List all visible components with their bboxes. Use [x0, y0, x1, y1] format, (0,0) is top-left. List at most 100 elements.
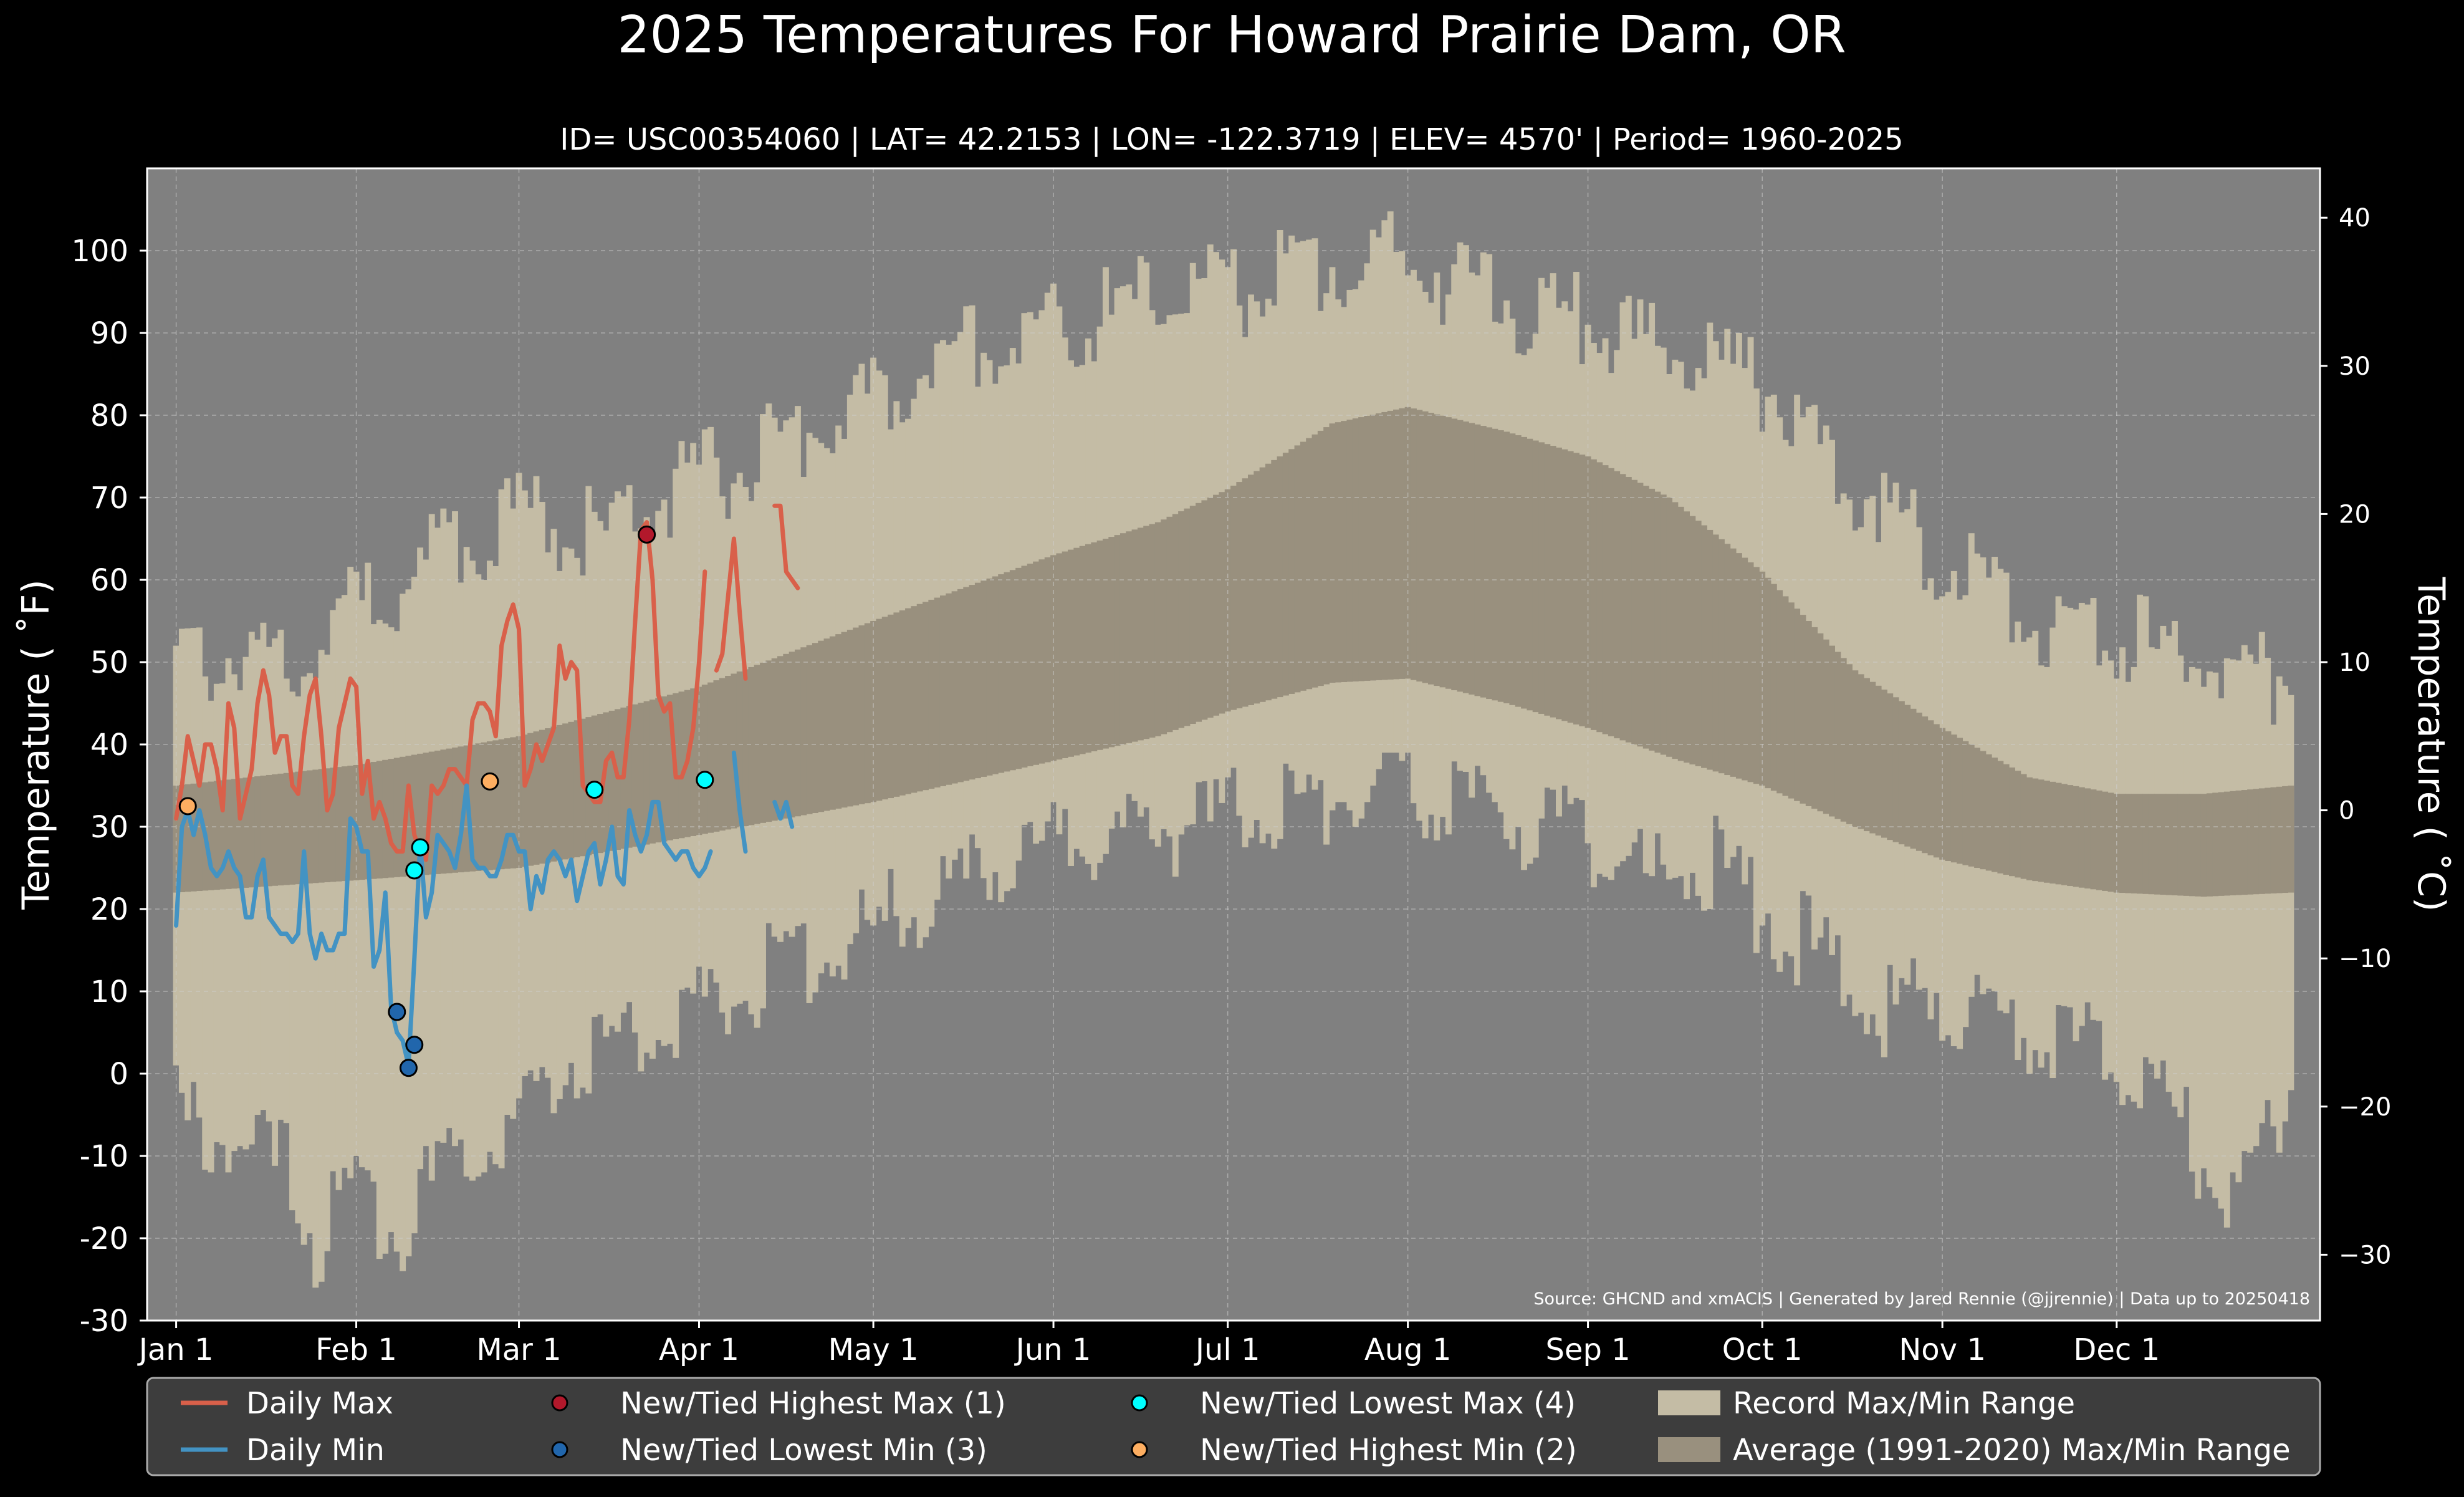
average-range-bar	[858, 625, 865, 804]
average-range-bar	[318, 769, 325, 883]
average-range-bar	[248, 777, 255, 888]
average-range-bar	[1410, 408, 1417, 680]
average-range-bar	[934, 597, 941, 787]
average-range-bar	[963, 587, 970, 781]
record-range-bar	[295, 696, 302, 1224]
average-range-bar	[2038, 779, 2045, 882]
average-range-bar	[626, 706, 633, 848]
average-range-bar	[1550, 446, 1556, 718]
average-range-bar	[1614, 471, 1621, 739]
record-range-bar	[2282, 685, 2289, 1122]
y-tick-label-right: 0	[2339, 797, 2354, 826]
average-range-bar	[1742, 557, 1748, 781]
average-range-bar	[1968, 744, 1975, 867]
record-range-bar	[411, 576, 418, 1234]
average-range-bar	[1085, 544, 1091, 753]
average-range-bar	[1044, 557, 1051, 763]
average-range-bar	[1213, 494, 1219, 716]
average-range-bar	[335, 767, 342, 882]
average-range-bar	[1800, 615, 1806, 804]
x-tick-label: May 1	[828, 1332, 919, 1367]
y-tick-label-right: 20	[2339, 500, 2371, 529]
y-tick-label-left: 10	[90, 975, 128, 1009]
legend-label: New/Tied Highest Min (2)	[1200, 1433, 1577, 1468]
average-range-bar	[1782, 596, 1789, 796]
average-range-bar	[783, 653, 790, 819]
average-range-bar	[899, 610, 906, 796]
average-range-bar	[951, 591, 958, 784]
average-range-bar	[1230, 485, 1237, 710]
record-range-bar	[248, 632, 255, 1145]
average-range-bar	[1056, 553, 1063, 760]
average-range-bar	[1434, 414, 1441, 686]
average-range-bar	[1724, 544, 1731, 776]
average-range-bar	[2032, 778, 2039, 882]
daily-min-line	[772, 799, 795, 829]
average-range-bar	[2165, 794, 2172, 895]
average-range-bar	[864, 623, 871, 804]
average-range-bar	[1677, 506, 1684, 761]
average-range-bar	[1143, 526, 1150, 739]
average-range-bar	[713, 680, 720, 832]
chart-title: 2025 Temperatures For Howard Prairie Dam…	[617, 6, 1846, 65]
average-range-bar	[1527, 438, 1533, 711]
record-range-bar	[1044, 292, 1051, 822]
average-range-bar	[1834, 652, 1841, 819]
average-range-bar	[1556, 447, 1562, 720]
average-range-bar	[1469, 423, 1475, 695]
average-range-bar	[1707, 529, 1714, 770]
average-range-bar	[823, 638, 830, 811]
average-range-bar	[789, 652, 795, 818]
source-note: Source: GHCND and xmACIS | Generated by …	[1533, 1289, 2310, 1309]
average-range-bar	[1207, 498, 1214, 718]
average-range-bar	[1219, 492, 1225, 714]
average-range-bar	[1114, 535, 1121, 746]
average-range-bar	[365, 763, 372, 880]
average-range-bar	[1486, 427, 1493, 700]
average-range-bar	[2096, 790, 2102, 890]
average-range-bar	[1497, 430, 1504, 702]
record-range-bar	[2288, 695, 2294, 1090]
average-range-bar	[1829, 645, 1836, 817]
average-range-bar	[1567, 451, 1574, 723]
average-range-bar	[1399, 408, 1406, 679]
average-range-bar	[1718, 539, 1725, 774]
average-range-bar	[980, 580, 987, 777]
record-range-bar	[283, 678, 290, 1124]
average-range-bar	[800, 647, 807, 816]
average-range-bar	[1119, 533, 1126, 744]
y-tick-label-left: 70	[90, 481, 128, 516]
plot-area: Source: GHCND and xmACIS | Generated by …	[146, 167, 2321, 1322]
record-range-bar	[393, 631, 400, 1252]
average-range-bar	[533, 731, 540, 865]
y-tick-label-left: -30	[80, 1304, 128, 1339]
average-range-bar	[1608, 468, 1614, 736]
average-range-bar	[446, 748, 453, 874]
average-range-bar	[2119, 794, 2126, 893]
record-range-bar	[312, 678, 319, 1288]
y-tick-label-right: 10	[2339, 648, 2371, 677]
record-range-bar	[382, 623, 389, 1254]
average-range-bar	[1869, 681, 1876, 834]
record-markers	[178, 525, 714, 1077]
average-range-bar	[2015, 771, 2021, 878]
average-range-bar	[974, 582, 981, 779]
average-range-bar	[608, 710, 615, 851]
average-range-bar	[2102, 791, 2109, 891]
legend-label: New/Tied Lowest Min (3)	[620, 1433, 987, 1468]
average-range-bar	[1376, 413, 1382, 680]
legend-swatch-patch	[1658, 1390, 1720, 1415]
y-tick-label-right: 40	[2339, 204, 2371, 233]
average-range-bar	[1323, 427, 1330, 685]
average-range-bar	[2125, 794, 2132, 893]
average-range-bar	[550, 726, 557, 862]
average-range-bar	[853, 627, 860, 806]
average-range-bar	[1747, 562, 1754, 782]
average-range-bar	[742, 669, 749, 827]
average-range-bar	[1701, 525, 1707, 768]
average-range-bar	[242, 777, 249, 888]
average-range-bar	[1892, 697, 1899, 842]
record-range-bar	[2270, 724, 2277, 1127]
average-range-bar	[260, 776, 267, 887]
average-range-bar	[1596, 462, 1603, 733]
